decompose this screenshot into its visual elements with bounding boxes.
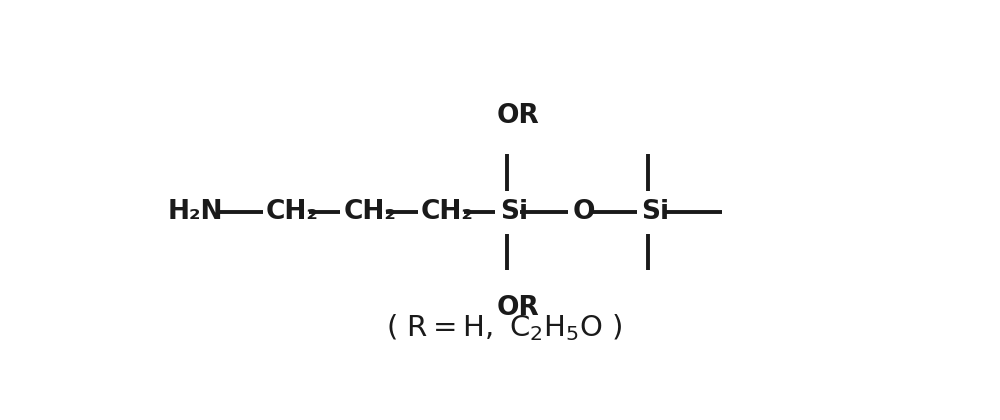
Text: CH₂: CH₂ xyxy=(344,199,396,225)
Text: CH₂: CH₂ xyxy=(266,199,319,225)
Text: H₂N: H₂N xyxy=(168,199,223,225)
Text: OR: OR xyxy=(497,295,540,321)
Text: OR: OR xyxy=(497,103,540,129)
Text: Si: Si xyxy=(641,199,669,225)
Text: Si: Si xyxy=(500,199,528,225)
Text: $\mathsf{( \ R{=}H, \ C_2H_5O \ )}$: $\mathsf{( \ R{=}H, \ C_2H_5O \ )}$ xyxy=(386,312,623,343)
Text: O: O xyxy=(573,199,595,225)
Text: CH₂: CH₂ xyxy=(421,199,474,225)
